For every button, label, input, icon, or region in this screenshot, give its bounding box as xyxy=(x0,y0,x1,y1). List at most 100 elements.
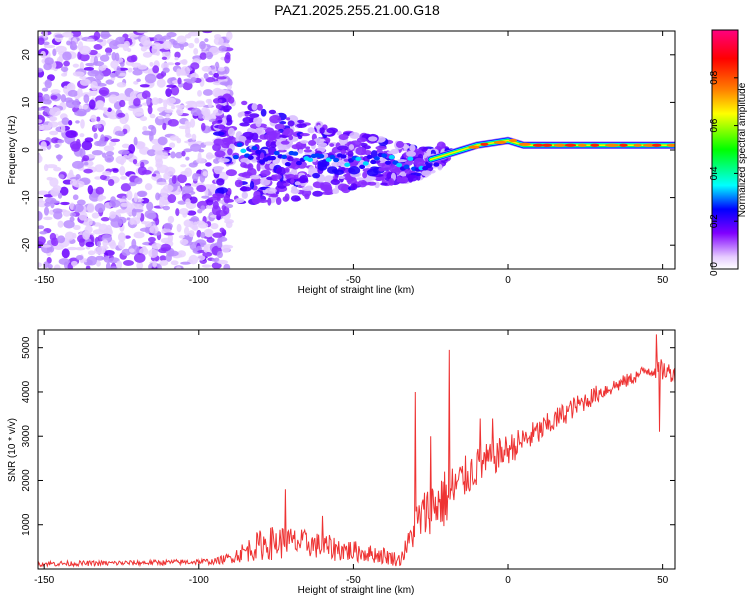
heatmap-cell xyxy=(223,263,231,269)
heatmap-cell xyxy=(59,174,65,179)
heatmap-cell xyxy=(116,65,121,76)
snr-x-label: Height of straight line (km) xyxy=(298,585,415,596)
heatmap-cell xyxy=(240,157,251,163)
snr-series-line xyxy=(38,334,675,568)
heatmap-cell xyxy=(132,69,143,76)
heatmap-cell xyxy=(281,154,288,160)
heatmap-cell xyxy=(66,83,74,90)
heatmap-cell xyxy=(337,175,346,180)
heatmap-cell xyxy=(87,250,96,256)
heatmap-cell xyxy=(71,160,84,169)
heatmap-cell xyxy=(176,223,182,233)
heatmap-cell xyxy=(255,127,266,131)
heatmap-cell xyxy=(144,183,153,191)
heatmap-cell xyxy=(135,112,145,116)
heatmap-cell xyxy=(396,178,409,183)
heatmap-cell xyxy=(336,130,342,136)
heatmap-cell xyxy=(69,40,77,50)
heatmap-cell xyxy=(196,220,206,226)
heatmap-x-tick-label: -50 xyxy=(346,275,361,286)
heatmap-cell xyxy=(197,209,203,214)
heatmap-cell xyxy=(148,236,156,243)
heatmap-cell xyxy=(375,145,387,150)
heatmap-cell xyxy=(264,187,277,194)
heatmap-cell xyxy=(41,244,52,248)
heatmap-cell xyxy=(141,169,152,175)
heatmap-cell xyxy=(183,148,193,153)
heatmap-cell xyxy=(61,31,74,38)
heatmap-cell xyxy=(355,146,367,156)
snr-x-axis: -150 -100 -50 0 50 xyxy=(34,330,669,586)
heatmap-cell xyxy=(197,90,203,97)
heatmap-cell xyxy=(171,105,176,110)
heatmap-cell xyxy=(141,90,151,100)
heatmap-cell xyxy=(378,167,385,172)
heatmap-y-tick-label: -20 xyxy=(21,238,32,253)
heatmap-cell xyxy=(72,71,85,77)
heatmap-cell xyxy=(141,221,148,225)
heatmap-x-label: Height of straight line (km) xyxy=(298,285,415,296)
heatmap-cell xyxy=(43,107,51,113)
heatmap-cell xyxy=(177,173,187,184)
heatmap-cell xyxy=(162,122,167,131)
heatmap-cell xyxy=(340,154,347,159)
heatmap-cell xyxy=(169,135,179,141)
heatmap-cell xyxy=(426,148,432,157)
heatmap-cell xyxy=(270,155,277,161)
heatmap-cell xyxy=(103,145,115,152)
heatmap-cell xyxy=(162,40,172,50)
heatmap-cell xyxy=(267,197,272,206)
heatmap-cell xyxy=(136,31,149,34)
heatmap-cell xyxy=(287,120,295,127)
heatmap-cell xyxy=(149,113,156,119)
heatmap-cell xyxy=(329,154,336,160)
heatmap-cell xyxy=(380,176,386,181)
heatmap-cell xyxy=(350,183,358,191)
heatmap-cell xyxy=(126,190,133,201)
heatmap-cell xyxy=(203,112,210,117)
heatmap-cell xyxy=(282,127,294,137)
heatmap-cell xyxy=(205,162,212,167)
heatmap-cell xyxy=(216,187,228,194)
heatmap-cell xyxy=(260,108,267,117)
heatmap-cell xyxy=(93,44,103,50)
heatmap-cell xyxy=(307,127,315,134)
heatmap-cell xyxy=(94,141,102,147)
heatmap-cell xyxy=(239,122,250,127)
heatmap-cell xyxy=(564,143,577,147)
heatmap-cell xyxy=(54,143,60,149)
heatmap-cell xyxy=(163,232,175,236)
heatmap-cell xyxy=(117,209,125,214)
heatmap-cell xyxy=(105,79,115,85)
heatmap-cell xyxy=(57,154,62,162)
heatmap-cell xyxy=(284,162,291,167)
heatmap-cell xyxy=(87,184,94,195)
heatmap-cell xyxy=(49,177,59,188)
heatmap-cell xyxy=(190,143,202,152)
heatmap-cell xyxy=(117,93,127,103)
heatmap-cell xyxy=(40,50,46,59)
heatmap-cell xyxy=(95,255,105,261)
heatmap-cell xyxy=(85,265,91,269)
heatmap-cell xyxy=(94,176,102,180)
heatmap-cell xyxy=(242,116,255,124)
heatmap-cell xyxy=(39,124,52,131)
heatmap-cell xyxy=(666,143,675,147)
heatmap-cell xyxy=(91,212,100,219)
heatmap-cell xyxy=(126,55,137,63)
heatmap-cell xyxy=(90,80,98,91)
heatmap-cell xyxy=(136,191,147,197)
heatmap-cell xyxy=(38,107,45,111)
heatmap-cell xyxy=(99,33,112,38)
snr-y-tick-label: 1000 xyxy=(21,513,32,536)
heatmap-cell xyxy=(186,210,197,216)
heatmap-cell xyxy=(96,100,105,108)
heatmap-cell xyxy=(72,180,85,188)
heatmap-cell xyxy=(94,123,102,129)
heatmap-cell xyxy=(62,85,69,94)
heatmap-cell xyxy=(532,143,544,147)
heatmap-cell xyxy=(295,160,302,166)
heatmap-cell xyxy=(227,127,235,137)
heatmap-cell xyxy=(116,260,123,269)
heatmap-y-tick-label: 0 xyxy=(21,147,32,153)
